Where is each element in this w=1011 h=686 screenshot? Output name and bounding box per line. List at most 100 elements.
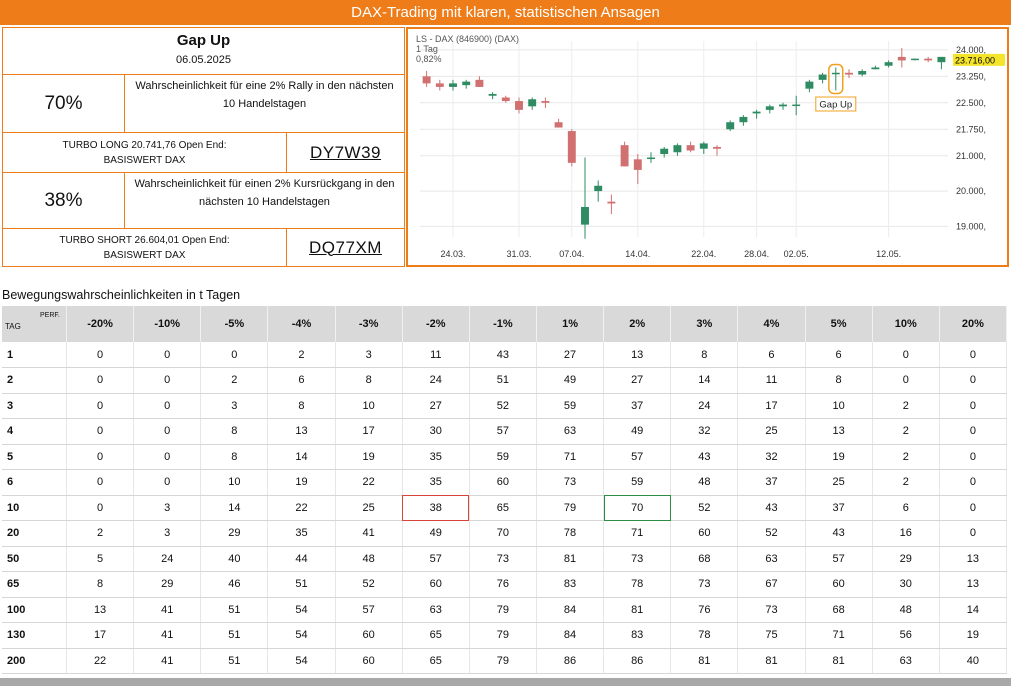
table-cell: 0 xyxy=(66,495,135,521)
probability-table: PERF. TAG -20% -10% -5% -4% -3% -2% -1% 1% 2% 3% 4… xyxy=(2,306,1008,674)
candle xyxy=(765,104,774,114)
table-cell: 68 xyxy=(670,546,739,572)
table-cell: 0 xyxy=(133,342,202,368)
candle xyxy=(911,58,919,61)
table-cell: 6 xyxy=(737,342,806,368)
tag-label: TAG xyxy=(5,322,21,331)
table-cell: 0 xyxy=(939,393,1008,419)
candle xyxy=(449,79,457,91)
candle xyxy=(779,102,787,110)
table-cell: 73 xyxy=(603,546,672,572)
row-tag: 200 xyxy=(2,648,67,674)
table-row: 200 22 41 51 54 60 65 79 86 86 81 81 81 63 40 xyxy=(2,648,1008,674)
table-cell: 79 xyxy=(536,495,605,521)
table-cell: 2 xyxy=(872,469,940,496)
table-cell: 3 xyxy=(133,520,202,547)
table-cell: 30 xyxy=(872,571,940,598)
table-cell: 5 xyxy=(66,546,135,572)
table-cell: 10 xyxy=(805,393,873,419)
table-cell: 29 xyxy=(133,571,202,598)
table-cell: 8 xyxy=(66,571,135,598)
rally-probability: 70% xyxy=(3,75,125,132)
banner-title: DAX-Trading mit klaren, statistischen An… xyxy=(0,0,1011,25)
table-cell: 43 xyxy=(670,444,739,470)
row-tag: 65 xyxy=(2,571,67,598)
turbo-long-code[interactable]: DY7W39 xyxy=(287,133,404,172)
table-cell: 51 xyxy=(469,367,537,394)
column-header: 1% xyxy=(536,306,605,342)
table-cell: 35 xyxy=(402,469,470,496)
row-tag: 130 xyxy=(2,622,67,649)
row-tag: 10 xyxy=(2,495,67,521)
candle xyxy=(501,95,510,103)
candle xyxy=(937,56,946,70)
gap-up-label-box xyxy=(815,96,857,112)
candle xyxy=(884,60,893,68)
turbo-long-link[interactable]: DY7W39 xyxy=(309,142,382,162)
turbo-short-row: TURBO SHORT 26.604,01 Open End: BASISWER… xyxy=(3,229,404,266)
table-cell: 52 xyxy=(469,393,537,419)
table-cell: 60 xyxy=(335,622,403,649)
table-cell: 8 xyxy=(200,418,269,445)
column-header: 20% xyxy=(939,306,1008,342)
table-cell: 22 xyxy=(267,495,336,521)
table-cell: 6 xyxy=(872,495,940,521)
column-header: -2% xyxy=(402,306,470,342)
table-cell: 0 xyxy=(133,393,202,419)
drop-desc-line1: Wahrscheinlichkeit für einen 2% Kursrück… xyxy=(134,178,395,190)
candle xyxy=(831,67,840,91)
table-cell: 13 xyxy=(66,597,135,623)
table-cell: 8 xyxy=(670,342,739,368)
table-cell: 0 xyxy=(133,469,202,496)
column-header: 5% xyxy=(805,306,873,342)
x-tick-label: 24.03. xyxy=(440,249,465,259)
y-tick-label: 21.750, xyxy=(956,124,986,134)
candle xyxy=(752,109,761,119)
gap-up-highlight xyxy=(828,63,844,95)
table-cell: 84 xyxy=(536,597,605,623)
row-tag: 1 xyxy=(2,342,67,368)
signal-date: 06.05.2025 xyxy=(175,54,232,66)
dax-candlestick-chart: 19.000, 20.000, 21.000, 21.750, 22.500, 23.25… xyxy=(416,34,1005,259)
table-cell: 37 xyxy=(805,495,873,521)
table-cell: 37 xyxy=(737,469,806,496)
turbo-short-code[interactable]: DQ77XM xyxy=(287,229,404,266)
rally-description: Wahrscheinlichkeit für eine 2% Rally in … xyxy=(125,75,404,132)
table-cell: 14 xyxy=(670,367,739,394)
table-cell: 43 xyxy=(805,520,873,547)
x-tick-label: 28.04. xyxy=(744,249,769,259)
candle xyxy=(713,145,721,156)
table-cell: 35 xyxy=(267,520,336,547)
table-cell: 8 xyxy=(335,367,403,394)
table-cell: 60 xyxy=(670,520,739,547)
table-cell: 2 xyxy=(200,367,269,394)
table-cell: 2 xyxy=(267,342,336,368)
table-cell: 57 xyxy=(805,546,873,572)
table-cell: 59 xyxy=(603,469,672,496)
table-cell: 0 xyxy=(66,469,135,496)
table-cell: 68 xyxy=(805,597,873,623)
table-cell: 84 xyxy=(536,622,605,649)
table-cell: 0 xyxy=(939,418,1008,445)
table-cell: 13 xyxy=(939,571,1008,598)
row-tag: 5 xyxy=(2,444,67,470)
table-cell: 56 xyxy=(872,622,940,649)
table-cell: 51 xyxy=(200,622,269,649)
y-tick-label: 21.000, xyxy=(956,151,986,161)
table-cell: 70 xyxy=(603,495,672,521)
table-row: 65 8 29 46 51 52 60 76 83 78 73 67 60 30 13 xyxy=(2,571,1008,598)
table-cell: 29 xyxy=(872,546,940,572)
row-tag: 50 xyxy=(2,546,67,572)
signal-info-box: Gap Up 06.05.2025 70% Wahrscheinlichkeit… xyxy=(2,27,405,267)
table-cell: 78 xyxy=(536,520,605,547)
drop-description: Wahrscheinlichkeit für einen 2% Kursrück… xyxy=(125,173,404,228)
current-price-label: 23.716,00 xyxy=(955,55,995,65)
candle xyxy=(541,97,550,109)
footer-bar xyxy=(0,678,1011,686)
table-row: 2 0 0 2 6 8 24 51 49 27 14 11 8 0 0 xyxy=(2,367,1008,394)
table-cell: 79 xyxy=(469,597,537,623)
table-row: 100 13 41 51 54 57 63 79 84 81 76 73 68 48 14 xyxy=(2,597,1008,623)
turbo-short-line2: BASISWERT DAX xyxy=(103,249,186,261)
table-cell: 0 xyxy=(939,444,1008,470)
turbo-short-link[interactable]: DQ77XM xyxy=(309,237,382,257)
